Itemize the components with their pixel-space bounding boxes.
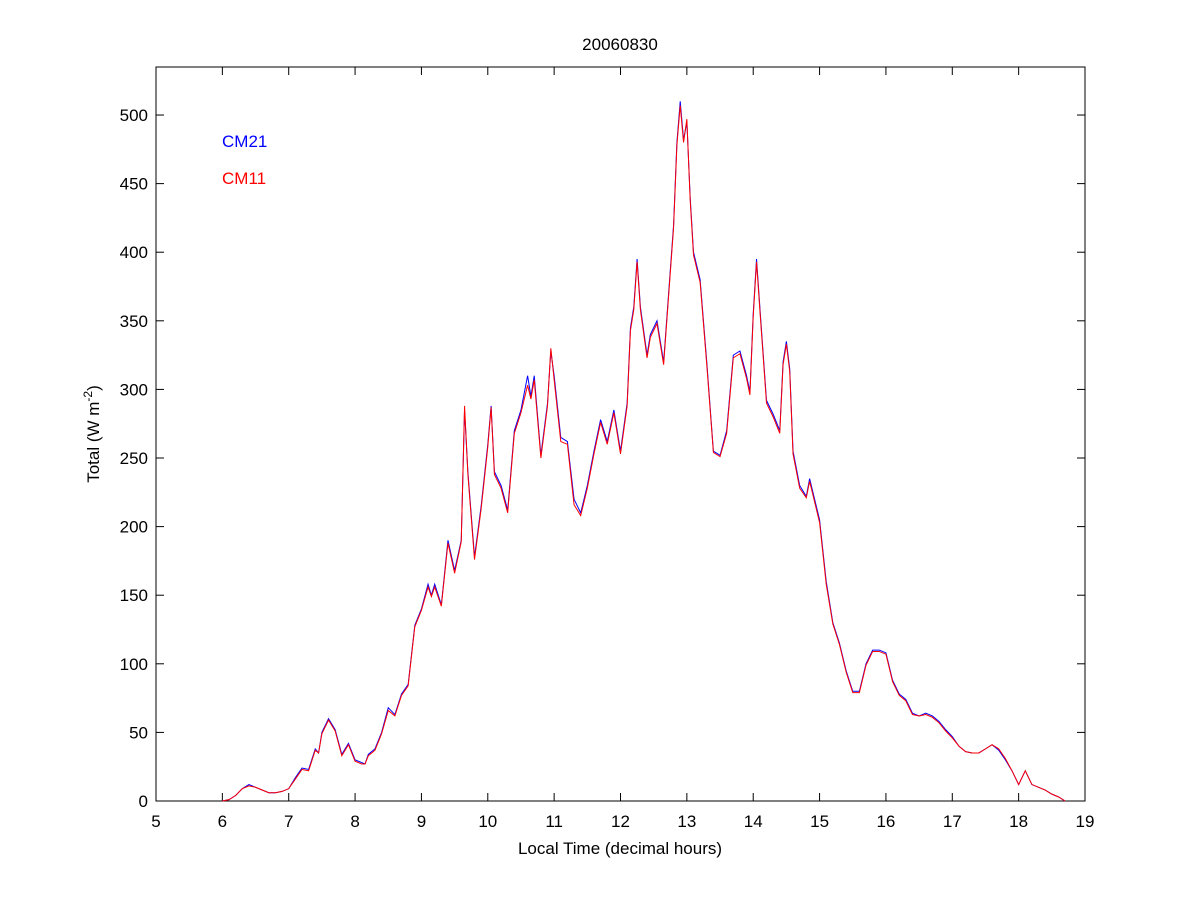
y-tick-label: 200 [120, 518, 148, 537]
x-tick-label: 13 [677, 812, 696, 831]
x-axis-label: Local Time (decimal hours) [518, 839, 722, 858]
legend-label: CM21 [222, 132, 267, 151]
x-tick-label: 15 [810, 812, 829, 831]
y-axis-label-main: Total (W m [84, 402, 103, 483]
y-axis-label-sup: -2 [81, 391, 95, 402]
y-tick-label: 350 [120, 312, 148, 331]
x-tick-label: 7 [284, 812, 293, 831]
x-tick-label: 17 [943, 812, 962, 831]
y-tick-label: 50 [129, 723, 148, 742]
x-tick-label: 12 [611, 812, 630, 831]
x-tick-label: 16 [876, 812, 895, 831]
y-tick-label: 300 [120, 380, 148, 399]
x-tick-label: 10 [478, 812, 497, 831]
y-tick-label: 150 [120, 586, 148, 605]
y-axis-label-end: ) [84, 385, 103, 391]
x-tick-label: 5 [151, 812, 160, 831]
x-tick-label: 14 [744, 812, 763, 831]
y-tick-label: 250 [120, 449, 148, 468]
legend-label: CM11 [222, 169, 266, 188]
x-tick-label: 18 [1009, 812, 1028, 831]
x-tick-label: 11 [545, 812, 563, 831]
y-axis-label: Total (W m-2) [81, 385, 103, 483]
series-line [222, 105, 1066, 802]
x-tick-label: 6 [218, 812, 227, 831]
y-tick-label: 450 [120, 175, 148, 194]
x-tick-label: 8 [350, 812, 359, 831]
chart-title: 20060830 [582, 35, 658, 54]
y-tick-label: 100 [120, 655, 148, 674]
x-tick-label: 9 [417, 812, 426, 831]
y-tick-label: 500 [120, 106, 148, 125]
y-tick-label: 400 [120, 243, 148, 262]
y-tick-label: 0 [139, 792, 148, 811]
x-tick-label: 19 [1076, 812, 1095, 831]
